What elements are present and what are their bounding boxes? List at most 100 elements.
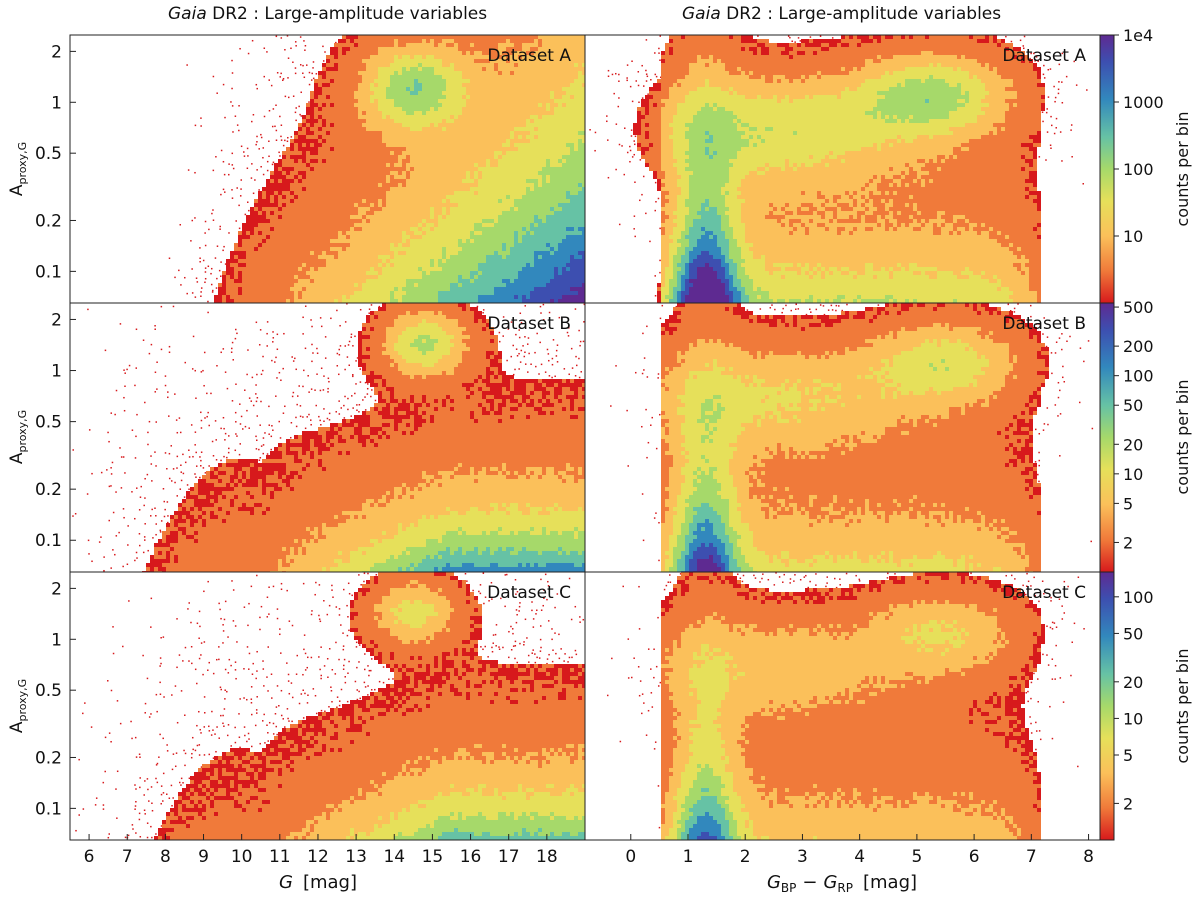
heatmap-cell bbox=[294, 211, 298, 215]
heatmap-cell bbox=[450, 207, 454, 211]
heatmap-cell bbox=[498, 83, 502, 87]
heatmap-cell bbox=[394, 111, 398, 115]
heatmap-cell bbox=[522, 71, 526, 75]
heatmap-cell bbox=[362, 115, 366, 119]
heatmap-speck bbox=[222, 249, 224, 252]
heatmap-cell bbox=[334, 75, 338, 79]
heatmap-cell bbox=[234, 259, 238, 263]
heatmap-cell bbox=[526, 127, 530, 131]
heatmap-cell bbox=[270, 235, 274, 239]
heatmap-cell bbox=[410, 115, 414, 119]
heatmap-cell bbox=[470, 175, 474, 179]
heatmap-cell bbox=[394, 267, 398, 271]
heatmap-cell bbox=[502, 247, 506, 251]
heatmap-cell bbox=[410, 83, 414, 87]
heatmap-cell bbox=[430, 91, 434, 95]
heatmap-cell bbox=[382, 103, 386, 107]
heatmap-cell bbox=[482, 39, 486, 43]
heatmap-cell bbox=[446, 151, 450, 155]
heatmap-cell bbox=[502, 39, 506, 43]
heatmap-cell bbox=[350, 299, 354, 303]
heatmap-cell bbox=[530, 59, 534, 63]
heatmap-cell bbox=[274, 255, 278, 259]
heatmap-cell bbox=[506, 287, 510, 291]
heatmap-cell bbox=[510, 171, 514, 175]
heatmap-cell bbox=[470, 51, 474, 55]
heatmap-cell bbox=[450, 271, 454, 275]
heatmap-cell bbox=[430, 83, 434, 87]
heatmap-cell bbox=[462, 171, 466, 175]
heatmap-cell bbox=[250, 287, 254, 291]
heatmap-cell bbox=[382, 211, 386, 215]
heatmap-cell bbox=[474, 119, 478, 123]
heatmap-cell bbox=[370, 247, 374, 251]
heatmap-cell bbox=[218, 295, 222, 299]
heatmap-cell bbox=[374, 243, 378, 247]
heatmap-speck bbox=[238, 129, 240, 132]
heatmap-cell bbox=[550, 135, 554, 139]
heatmap-cell bbox=[386, 159, 390, 163]
heatmap-cell bbox=[418, 247, 422, 251]
heatmap-cell bbox=[342, 155, 346, 159]
heatmap-cell bbox=[326, 211, 330, 215]
heatmap-cell bbox=[514, 191, 518, 195]
heatmap-cell bbox=[478, 75, 482, 79]
heatmap-cell bbox=[398, 251, 402, 255]
heatmap-cell bbox=[478, 83, 482, 87]
heatmap-cell bbox=[406, 275, 410, 279]
heatmap-cell bbox=[322, 259, 326, 263]
heatmap-cell bbox=[310, 271, 314, 275]
heatmap-cell bbox=[378, 255, 382, 259]
heatmap-cell bbox=[406, 167, 410, 171]
heatmap-cell bbox=[250, 211, 254, 215]
heatmap-speck bbox=[310, 79, 313, 81]
heatmap-cell bbox=[330, 171, 334, 175]
heatmap-cell bbox=[414, 207, 418, 211]
heatmap-cell bbox=[554, 155, 558, 159]
heatmap-cell bbox=[314, 115, 318, 119]
heatmap-cell bbox=[466, 295, 470, 299]
heatmap-cell bbox=[410, 283, 414, 287]
heatmap-cell bbox=[338, 99, 342, 103]
heatmap-cell bbox=[418, 203, 422, 207]
heatmap-cell bbox=[518, 211, 522, 215]
heatmap-cell bbox=[450, 75, 454, 79]
heatmap-cell bbox=[254, 299, 258, 303]
heatmap-cell bbox=[534, 59, 538, 63]
heatmap-cell bbox=[358, 135, 362, 139]
heatmap-cell bbox=[418, 39, 422, 43]
heatmap-cell bbox=[282, 283, 286, 287]
heatmap-cell bbox=[426, 191, 430, 195]
heatmap-cell bbox=[250, 227, 254, 231]
heatmap-cell bbox=[266, 227, 270, 231]
heatmap-cell bbox=[242, 299, 246, 303]
heatmap-speck bbox=[204, 220, 207, 223]
heatmap-cell bbox=[350, 291, 354, 295]
heatmap-cell bbox=[502, 107, 506, 111]
heatmap-cell bbox=[490, 39, 494, 43]
heatmap-cell bbox=[382, 111, 386, 115]
heatmap-cell bbox=[438, 139, 442, 143]
heatmap-cell bbox=[290, 175, 294, 179]
heatmap-speck bbox=[300, 115, 303, 117]
heatmap-cell bbox=[554, 283, 558, 287]
heatmap-cell bbox=[474, 219, 478, 223]
heatmap-cell bbox=[426, 187, 430, 191]
heatmap-cell bbox=[274, 299, 278, 303]
heatmap-cell bbox=[366, 203, 370, 207]
heatmap-cell bbox=[298, 243, 302, 247]
heatmap-cell bbox=[430, 103, 434, 107]
heatmap-cell bbox=[382, 191, 386, 195]
heatmap-speck bbox=[295, 119, 297, 122]
heatmap-cell bbox=[234, 291, 238, 295]
heatmap-cell bbox=[554, 35, 558, 39]
heatmap-cell bbox=[494, 55, 498, 59]
heatmap-cell bbox=[398, 139, 402, 143]
heatmap-cell bbox=[442, 199, 446, 203]
heatmap-cell bbox=[478, 111, 482, 115]
heatmap-cell bbox=[358, 51, 362, 55]
heatmap-cell bbox=[390, 75, 394, 79]
heatmap-cell bbox=[514, 255, 518, 259]
heatmap-cell bbox=[482, 207, 486, 211]
heatmap-cell bbox=[542, 147, 546, 151]
